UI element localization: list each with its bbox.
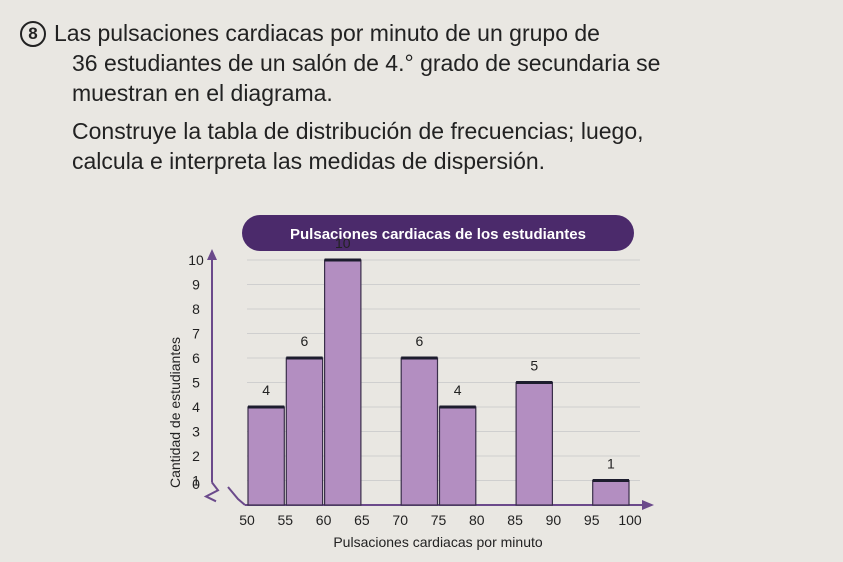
x-tick-label: 65: [354, 512, 370, 528]
x-tick-label: 80: [469, 512, 485, 528]
bar-data-label: 6: [301, 333, 309, 349]
x-axis-label: Pulsaciones cardiacas por minuto: [333, 534, 543, 550]
x-tick-label: 70: [392, 512, 408, 528]
y-axis-arrow: [207, 249, 217, 260]
histogram-bar: [285, 357, 324, 506]
chart-title: Pulsaciones cardiacas de los estudiantes: [290, 226, 586, 243]
x-axis-arrow: [642, 500, 654, 510]
problem-paragraph-1: 8 Las pulsaciones cardiacas por minuto de…: [20, 18, 832, 108]
y-tick-label: 6: [192, 350, 200, 366]
x-axis-break: [227, 486, 246, 506]
y-axis-label: Cantidad de estudiantes: [167, 337, 183, 488]
y-axis-break: [203, 481, 220, 503]
bar-data-label: 5: [530, 358, 538, 374]
y-tick-label: 10: [188, 252, 204, 268]
x-tick-label: 85: [507, 512, 523, 528]
problem-line-3: muestran en el diagrama.: [72, 80, 333, 106]
x-tick-label: 90: [546, 512, 562, 528]
x-tick-label: 95: [584, 512, 600, 528]
bar-data-label: 4: [454, 382, 462, 398]
x-tick-label: 75: [431, 512, 447, 528]
y-tick-label: 0: [192, 476, 200, 492]
histogram-chart: Pulsaciones cardiacas de los estudiantes…: [167, 215, 654, 550]
histogram-bar: [400, 357, 439, 506]
problem-statement: 8 Las pulsaciones cardiacas por minuto de…: [20, 18, 832, 184]
y-tick-label: 9: [192, 277, 200, 293]
histogram-bar: [515, 381, 554, 506]
y-tick-label: 2: [192, 448, 200, 464]
histogram-bar: [247, 406, 285, 506]
bar-data-label: 10: [335, 235, 351, 251]
x-tick-label: 55: [278, 512, 294, 528]
histogram-bar: [438, 406, 477, 506]
bar-data-label: 6: [415, 333, 423, 349]
y-tick-label: 8: [192, 301, 200, 317]
chart-title-banner: [242, 215, 634, 251]
y-tick-label: 7: [192, 326, 200, 342]
bar-data-label: 4: [262, 382, 270, 398]
x-tick-label: 100: [618, 512, 642, 528]
problem-line-5: calcula e interpreta las medidas de disp…: [72, 148, 546, 174]
y-tick-label: 1: [192, 473, 200, 489]
y-tick-label: 5: [192, 375, 200, 391]
histogram-bar: [324, 259, 362, 506]
problem-line-1: Las pulsaciones cardiacas por minuto de …: [54, 20, 600, 46]
bar-data-label: 1: [607, 456, 615, 472]
problem-number: 8: [20, 21, 46, 47]
y-tick-label: 3: [192, 424, 200, 440]
histogram-bar: [592, 479, 630, 506]
problem-line-4: Construye la tabla de distribución de fr…: [72, 118, 644, 144]
y-tick-label: 4: [192, 399, 200, 415]
problem-line-2: 36 estudiantes de un salón de 4.° grado …: [72, 50, 661, 76]
problem-paragraph-2: Construye la tabla de distribución de fr…: [20, 116, 832, 176]
x-tick-label: 50: [239, 512, 255, 528]
x-tick-label: 60: [316, 512, 332, 528]
